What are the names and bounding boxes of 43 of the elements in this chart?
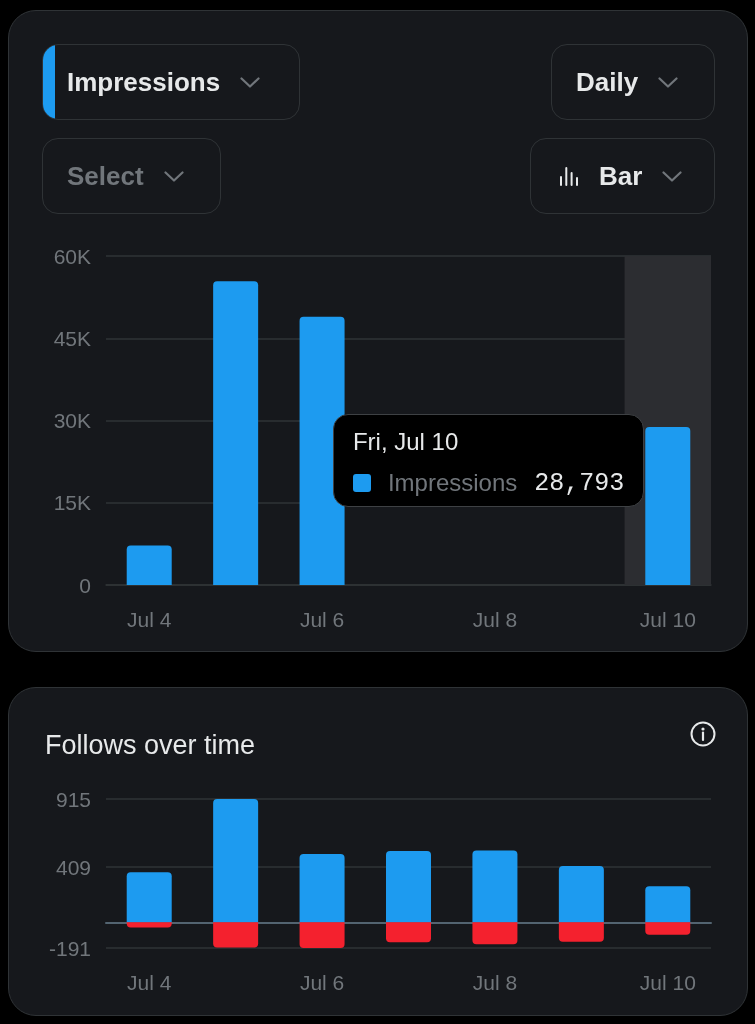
bar	[126, 545, 172, 585]
bar	[645, 427, 691, 585]
bar	[126, 872, 172, 923]
x-tick-label: Jul 8	[472, 608, 518, 631]
bar	[213, 799, 259, 923]
annotation: 28,793	[534, 468, 625, 498]
x-tick-label: Jul 10	[639, 971, 696, 994]
legend-label: Impressions	[387, 469, 518, 498]
bar	[386, 851, 431, 923]
y-tick-label: -191	[48, 936, 91, 960]
y-tick-label: 30K	[53, 409, 91, 432]
x-tick-label: Jul 4	[127, 608, 172, 631]
y-tick-label: 15K	[53, 491, 91, 515]
x-tick-label: Jul 6	[299, 608, 345, 631]
bar	[645, 886, 691, 923]
chart-title: Follows over time	[45, 729, 256, 760]
x-tick-label: Jul 8	[472, 971, 518, 994]
bar	[126, 922, 172, 928]
bar	[558, 865, 604, 923]
x-tick-label: Jul 10	[639, 608, 696, 631]
x-tick-label: Jul 6	[299, 971, 345, 994]
bar	[472, 922, 518, 945]
dropdown: Select	[42, 138, 221, 214]
annotation: Fri, Jul 10	[352, 427, 460, 458]
bar	[386, 922, 431, 943]
y-tick-label: 409	[55, 855, 91, 879]
bar	[213, 922, 259, 948]
x-tick-label: Jul 4	[127, 971, 172, 994]
bar	[558, 922, 604, 942]
dropdown: Impressions	[42, 44, 300, 120]
bar	[645, 922, 691, 935]
y-tick-label: 60K	[53, 244, 91, 268]
bar	[213, 281, 259, 585]
y-tick-label: 45K	[53, 326, 91, 350]
dropdown: Bar	[530, 138, 715, 214]
bar	[299, 316, 345, 585]
bar	[299, 922, 345, 948]
bar	[299, 853, 345, 923]
y-tick-label: 915	[55, 787, 91, 811]
tooltip: Fri, Jul 10 Impressions 28,793	[332, 414, 645, 508]
bar	[472, 850, 518, 923]
dropdown: Daily	[551, 44, 715, 120]
y-tick-label: 0	[79, 573, 91, 597]
